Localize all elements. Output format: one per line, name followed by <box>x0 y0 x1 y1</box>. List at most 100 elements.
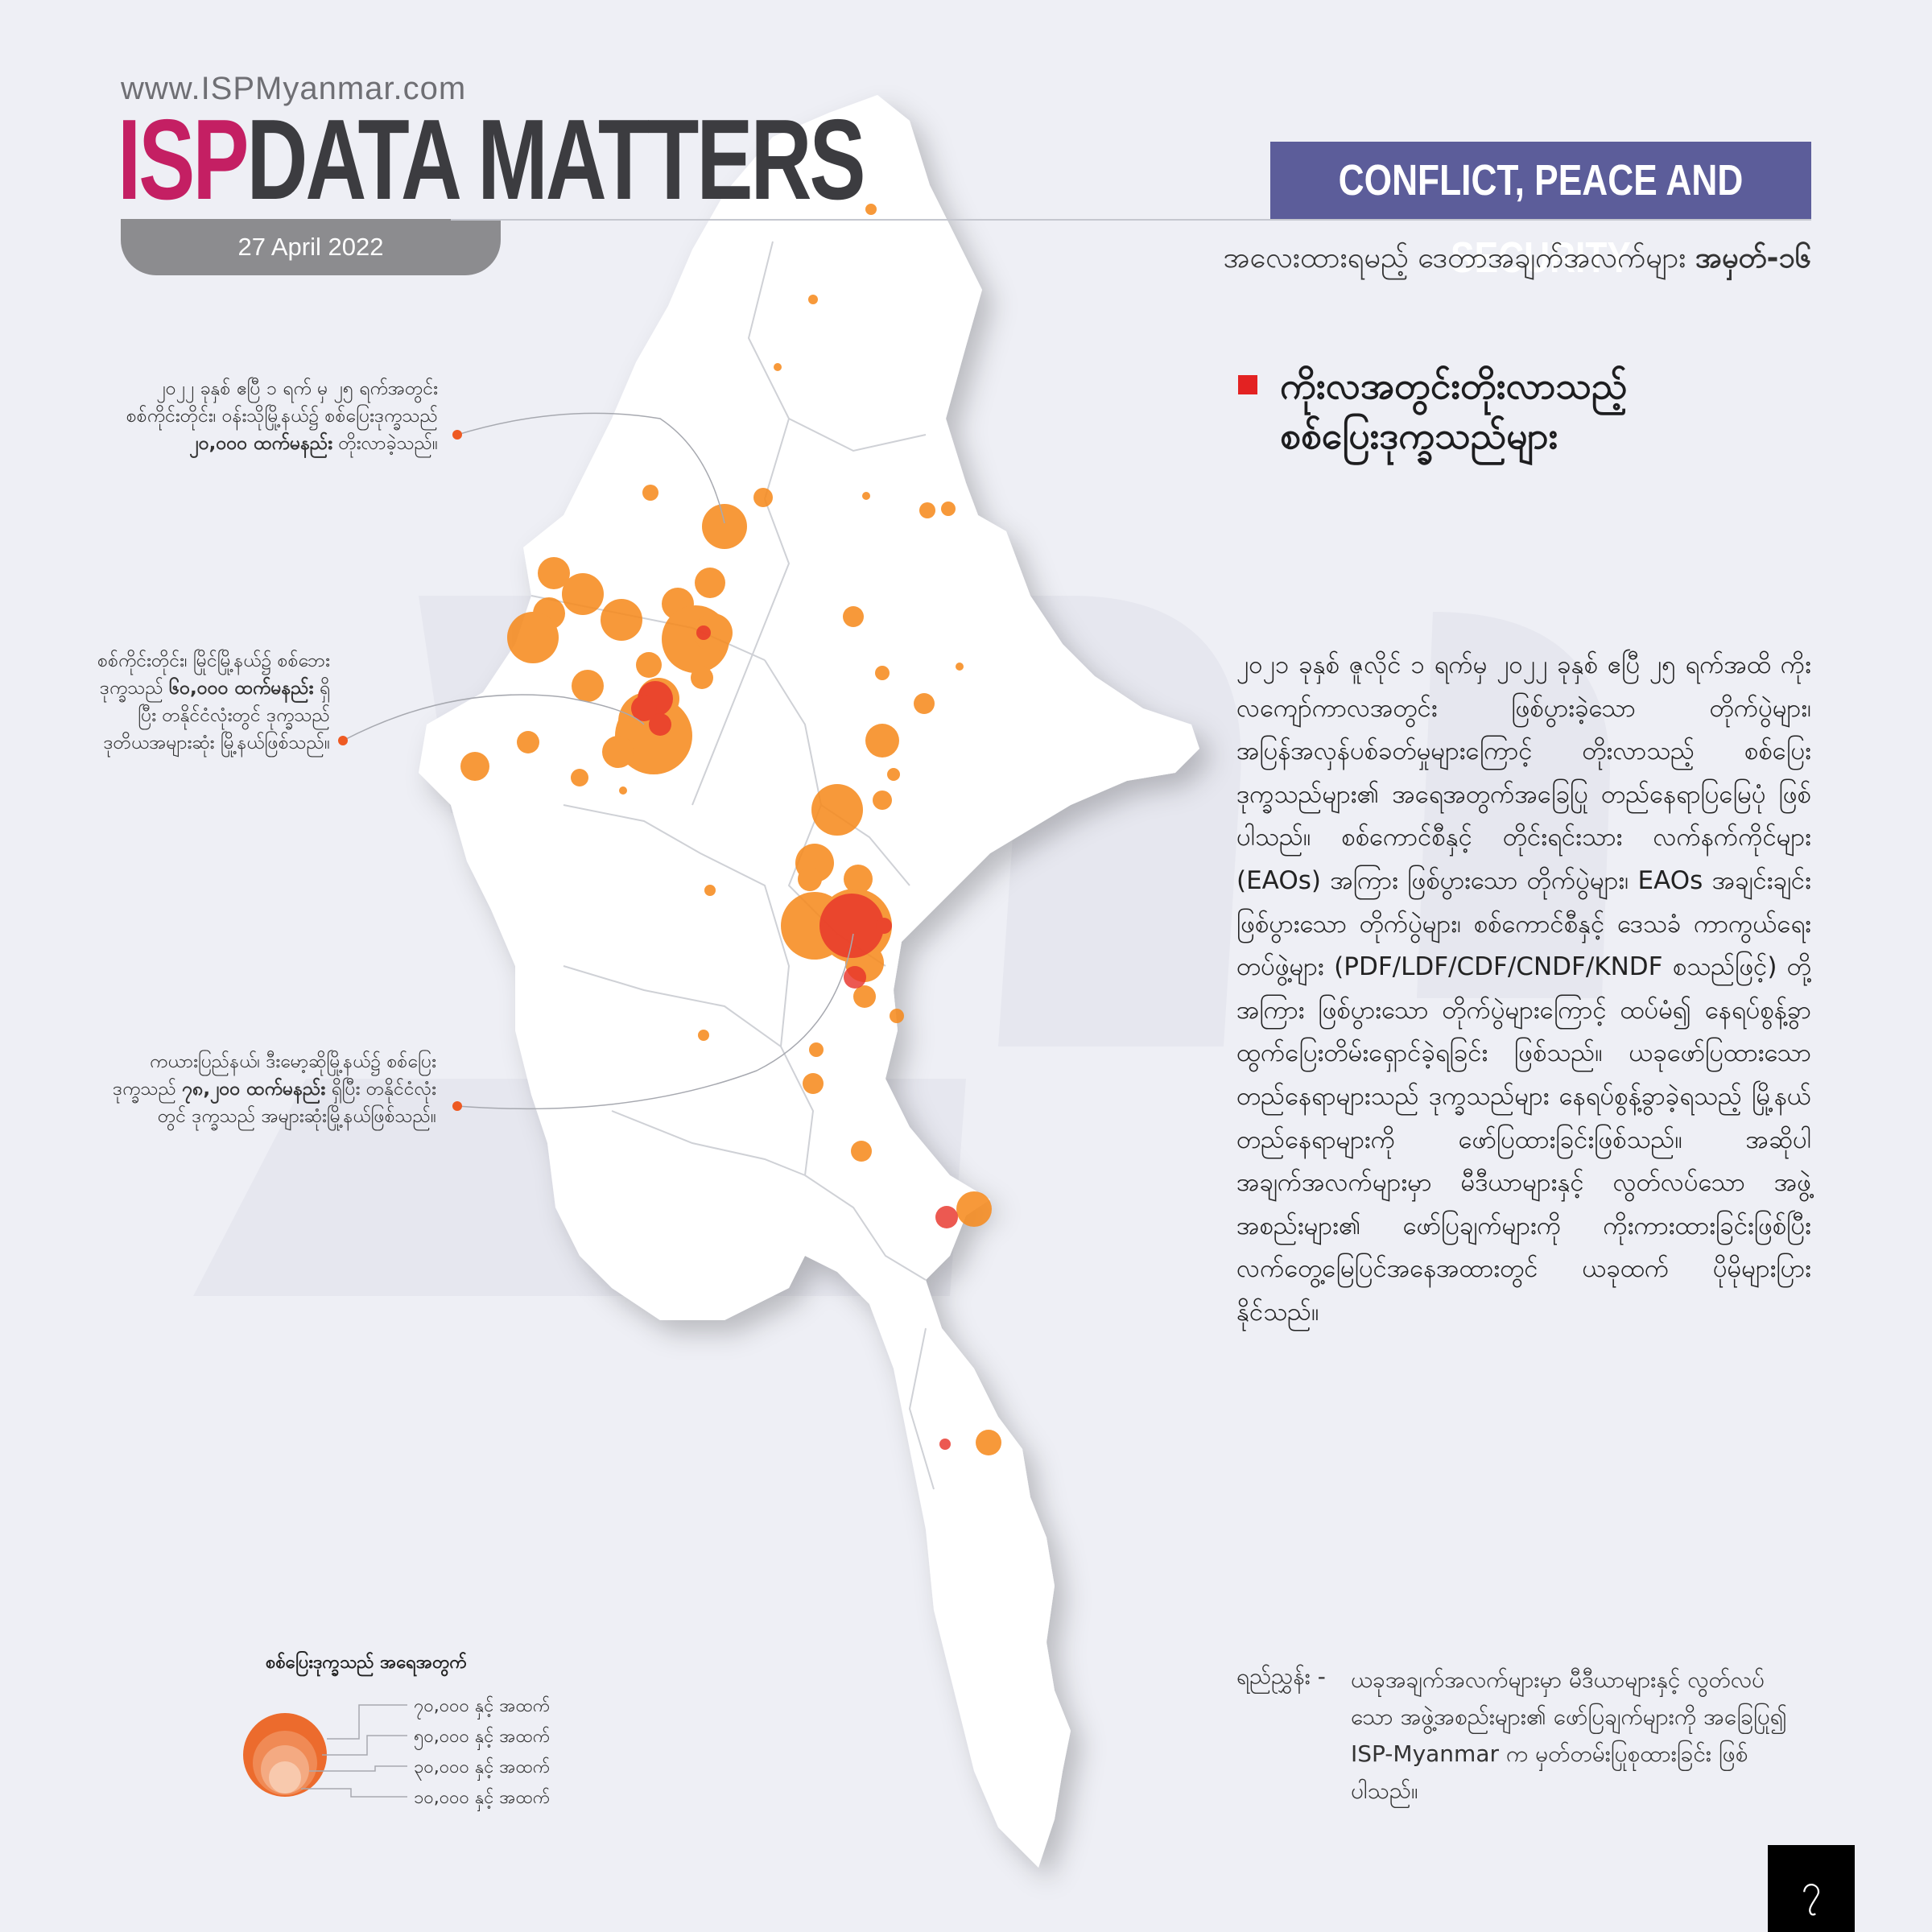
source-label: ရည်ညွှန်း - <box>1236 1663 1326 1690</box>
bubble <box>844 865 873 894</box>
bubble <box>702 504 747 549</box>
bubble <box>572 670 604 702</box>
callout-1-figure: ၂၀,၀၀၀ ထက်မနည်း <box>189 433 333 454</box>
map-title: ကိုးလအတွင်းတိုးလာသည့် စစ်ပြေးဒုက္ခသည်မျာ… <box>1280 361 1763 460</box>
bubble <box>956 1191 992 1227</box>
map-title-line-1: ကိုးလအတွင်းတိုးလာသည့် <box>1280 364 1628 407</box>
publish-date: 27 April 2022 <box>121 219 501 275</box>
legend-graphic <box>243 1704 407 1798</box>
callout-myaing: စစ်ကိုင်းတိုင်း၊ မြိုင်မြို့နယ်၌ စစ်ဘေးဒ… <box>89 647 330 757</box>
bubble <box>976 1430 1001 1455</box>
bubble <box>803 1073 824 1094</box>
bubble <box>538 557 570 589</box>
bubble <box>865 724 899 758</box>
legend-item-30000: ၃၀,၀၀၀ နှင့် အထက် <box>414 1757 551 1777</box>
callout-3-text: ကယားပြည်နယ်၊ ဒီးမော့ဆိုမြို့နယ်၌ စစ်ပြေး… <box>113 1051 436 1100</box>
header-divider <box>451 219 1811 221</box>
bubble <box>808 295 818 304</box>
callout-1-text: ၂၀၂၂ ခုနှစ် ဧပြီ ၁ ရက် မှ ၂၅ ရက်အတွင်း စ… <box>126 378 438 427</box>
legend-leader-4 <box>301 1788 407 1798</box>
bubble <box>601 599 642 641</box>
bubble <box>460 752 489 781</box>
bubble <box>853 985 876 1008</box>
legend-title: စစ်ပြေးဒုက္ခသည် အရေအတွက် <box>266 1653 468 1673</box>
bubble <box>694 613 733 652</box>
leader-line-3 <box>456 933 854 1110</box>
bubble <box>696 625 711 640</box>
callout-dot-1 <box>452 430 462 440</box>
bubble <box>631 696 657 721</box>
bubble <box>875 666 890 680</box>
category-banner: CONFLICT, PEACE AND SECURITY <box>1270 142 1811 282</box>
bubble <box>844 966 866 989</box>
bubble <box>939 1439 951 1450</box>
site-url[interactable]: www.ISPMyanmar.com <box>121 71 467 106</box>
bubble <box>941 502 956 516</box>
bubble <box>890 1009 904 1023</box>
bubble <box>507 612 559 663</box>
country-shape <box>419 95 1199 1868</box>
bubble <box>704 885 716 896</box>
title-marker <box>1238 375 1257 394</box>
callout-demoso: ကယားပြည်နယ်၊ ဒီးမော့ဆိုမြို့နယ်၌ စစ်ပြေး… <box>89 1048 436 1130</box>
bubble <box>517 731 539 753</box>
bubble <box>819 894 884 958</box>
bubble <box>571 769 588 786</box>
bubble <box>956 663 964 671</box>
bubble <box>843 606 864 627</box>
bubble <box>811 784 863 836</box>
bubble <box>562 573 604 615</box>
callout-2-text-end: ရှိပြီး တနိုင်ငံလုံးတွင် ဒုက္ခသည် ဒုတိယအ… <box>103 678 330 753</box>
bubble <box>642 485 658 501</box>
bubble <box>649 713 671 736</box>
bubble <box>873 791 892 810</box>
callout-wuntho: ၂၀၂၂ ခုနှစ် ဧပြီ ၁ ရက် မှ ၂၅ ရက်အတွင်း စ… <box>89 375 438 457</box>
bubble <box>851 1141 872 1162</box>
brand-prefix: ISP <box>118 96 249 224</box>
legend-leader-2 <box>322 1735 407 1756</box>
callout-dot-3 <box>452 1101 462 1111</box>
bubble <box>636 652 662 678</box>
bubble <box>914 693 935 714</box>
bubble-red <box>631 625 958 1450</box>
legend-item-70000: ၇၀,၀၀၀ နှင့် အထက် <box>414 1696 551 1716</box>
bubble <box>887 768 900 781</box>
description-paragraph: ၂၀၂၁ ခုနှစ် ဇူလိုင် ၁ ရက်မှ ၂၀၂၂ ခုနှစ် … <box>1236 650 1811 1327</box>
legend-circle-10000 <box>269 1761 301 1794</box>
callout-dots <box>338 430 462 1111</box>
bubble <box>698 1030 709 1041</box>
callout-1-text-end: တိုးလာခဲ့သည်။ <box>332 433 438 454</box>
leader-line-1 <box>456 412 725 524</box>
brand-name: DATA MATTERS <box>246 96 865 224</box>
legend-leader-1 <box>327 1704 407 1740</box>
bubble <box>809 1042 824 1057</box>
bubble <box>862 492 870 500</box>
brand-logo: ISPDATA MATTERS <box>118 103 866 217</box>
bubble <box>753 488 773 507</box>
callout-dot-2 <box>338 736 348 745</box>
bubble <box>691 667 713 689</box>
callout-2-figure: ၆၀,၀၀၀ ထက်မနည်း <box>169 678 314 699</box>
leader-line-2 <box>342 694 645 741</box>
callout-3-figure: ၇၈,၂၀၀ ထက်မနည်း <box>182 1079 326 1100</box>
callout-2-text: စစ်ကိုင်းတိုင်း၊ မြိုင်မြို့နယ်၌ စစ်ဘေးဒ… <box>97 650 330 699</box>
bubble <box>774 363 782 371</box>
callout-leaders <box>342 412 854 1110</box>
series-text: အလေးထားရမည့် ဒေတာအချက်အလက်များ <box>1223 242 1686 275</box>
bubble <box>876 918 892 934</box>
legend-item-10000: ၁၀,၀၀၀ နှင့် အထက် <box>414 1788 551 1808</box>
legend-item-50000: ၅၀,၀၀၀ နှင့် အထက် <box>414 1727 551 1747</box>
bubble <box>695 568 725 598</box>
bubble <box>865 204 877 215</box>
bubble <box>798 867 822 891</box>
source-text: ယခုအချက်အလက်များမှာ မီဒီယာများနှင့် လွတ်… <box>1351 1666 1787 1804</box>
series-label: အလေးထားရမည့် ဒေတာအချက်အလက်များ အမှတ်-၁၆ <box>1224 238 1812 282</box>
category-label: CONFLICT, PEACE AND SECURITY <box>1338 156 1744 282</box>
callout-3-text-end: ရှိပြီး တနိုင်ငံလုံးတွင် ဒုက္ခသည် အများဆ… <box>157 1079 436 1127</box>
bubble <box>602 736 634 768</box>
bubble <box>619 786 627 795</box>
displacement-bubbles <box>460 204 1001 1455</box>
bubble <box>919 502 935 518</box>
legend-leader-3 <box>309 1765 407 1772</box>
